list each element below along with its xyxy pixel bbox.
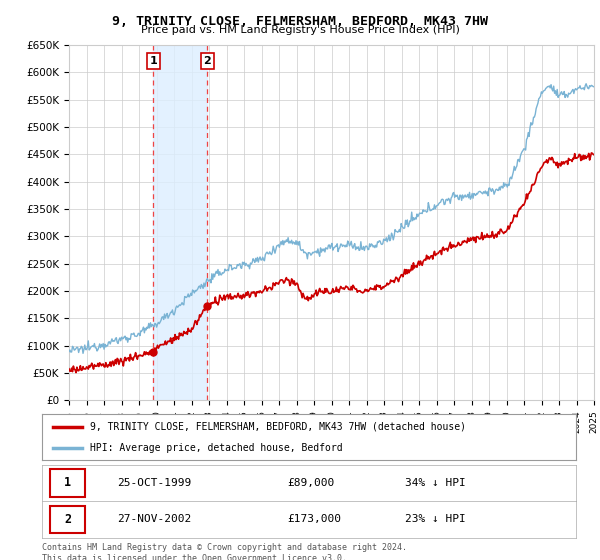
Text: Price paid vs. HM Land Registry's House Price Index (HPI): Price paid vs. HM Land Registry's House … — [140, 25, 460, 35]
Text: 25-OCT-1999: 25-OCT-1999 — [117, 478, 191, 488]
Text: 9, TRINITY CLOSE, FELMERSHAM, BEDFORD, MK43 7HW: 9, TRINITY CLOSE, FELMERSHAM, BEDFORD, M… — [112, 15, 488, 27]
Text: 1: 1 — [64, 477, 71, 489]
Text: 34% ↓ HPI: 34% ↓ HPI — [405, 478, 466, 488]
FancyBboxPatch shape — [50, 469, 85, 497]
Text: £89,000: £89,000 — [287, 478, 335, 488]
Text: HPI: Average price, detached house, Bedford: HPI: Average price, detached house, Bedf… — [90, 443, 343, 453]
Text: 23% ↓ HPI: 23% ↓ HPI — [405, 515, 466, 524]
Text: 27-NOV-2002: 27-NOV-2002 — [117, 515, 191, 524]
Text: 2: 2 — [203, 56, 211, 66]
Bar — [154, 45, 208, 400]
Text: 2: 2 — [64, 513, 71, 526]
Text: 9, TRINITY CLOSE, FELMERSHAM, BEDFORD, MK43 7HW (detached house): 9, TRINITY CLOSE, FELMERSHAM, BEDFORD, M… — [90, 422, 466, 432]
Text: £173,000: £173,000 — [287, 515, 341, 524]
Text: 1: 1 — [149, 56, 157, 66]
FancyBboxPatch shape — [50, 506, 85, 533]
Text: Contains HM Land Registry data © Crown copyright and database right 2024.
This d: Contains HM Land Registry data © Crown c… — [42, 543, 407, 560]
